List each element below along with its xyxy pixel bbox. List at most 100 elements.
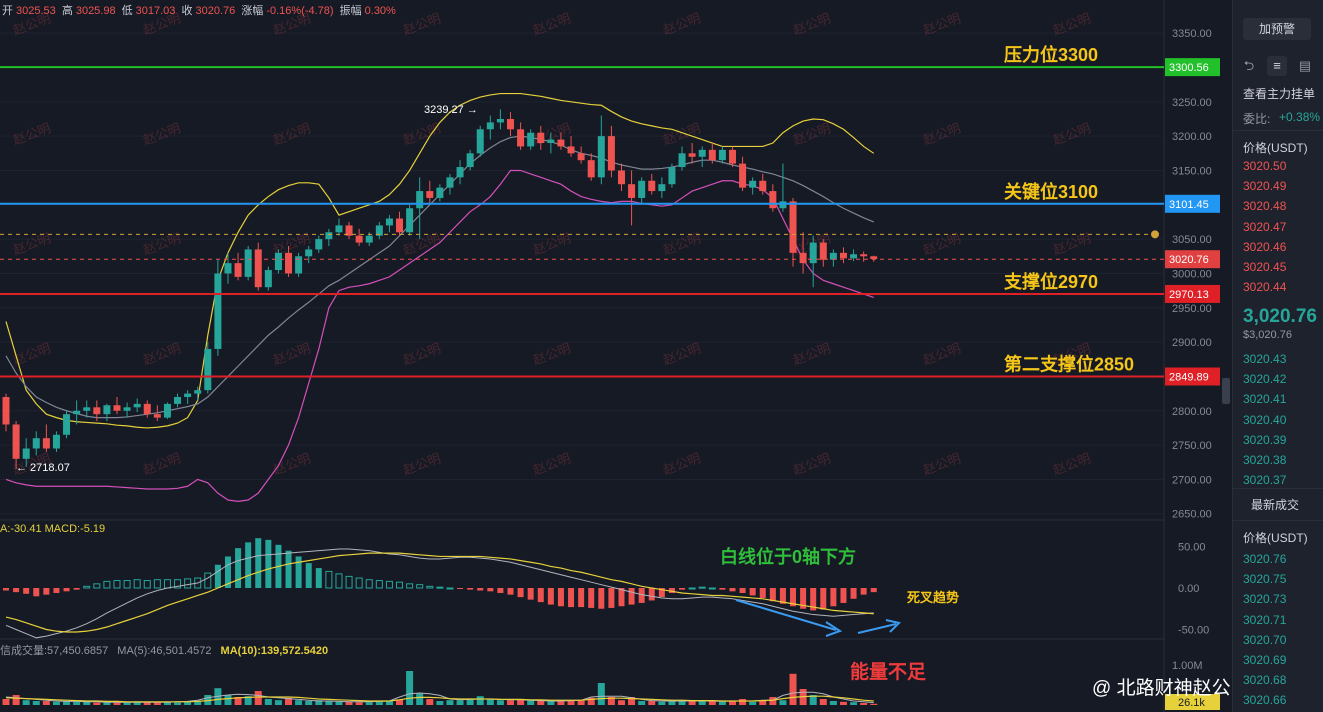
candle-body [749,180,757,188]
volume-bar [254,691,262,705]
chart-area[interactable]: 3350.003300.003250.003200.003150.003100.… [0,0,1250,712]
volume-bar [174,702,182,705]
candle-body [274,252,282,271]
trade-price[interactable]: 3020.75 [1243,572,1287,587]
add-alert-button[interactable]: 加预警 [1243,18,1311,40]
volume-bar [133,701,141,705]
macd-bar [790,588,797,607]
trade-price[interactable]: 3020.70 [1243,632,1287,647]
volume-bar [749,701,757,705]
macd-bar [13,588,20,593]
volume-bar [597,683,605,705]
grid-view-icon[interactable]: ▤ [1298,58,1312,73]
macd-bar [578,588,585,608]
macd-bar [547,588,554,605]
watermark-text: 赵公明 [401,340,443,367]
volume-bar [617,700,625,705]
macd-tick-label: 0.00 [1178,583,1199,595]
macd-bar [759,588,766,598]
current-price-tag [1165,250,1220,269]
candle-body [103,405,111,415]
ma5-label: MA(5):46,501.4572 [117,645,212,657]
candle-body [375,225,383,236]
candle-body [73,410,81,415]
macd-bar [507,588,514,595]
volume-bar [345,701,353,705]
candle-body [678,153,686,168]
ask-price[interactable]: 3020.47 [1243,219,1287,234]
volume-labels: 信成交量:57,450.6857 MA(5):46,501.4572 MA(10… [0,642,328,658]
ask-price[interactable]: 3020.50 [1243,159,1287,173]
trade-price[interactable]: 3020.73 [1243,592,1287,607]
main-orders-link[interactable]: 查看主力挂单 [1243,87,1316,101]
watermark-text: 赵公明 [921,450,963,477]
trade-price[interactable]: 3020.71 [1243,612,1287,627]
list-view-icon[interactable]: ≡ [1267,56,1287,76]
volume-bar [426,699,434,705]
macd-bar [113,580,121,589]
volume-bar [315,700,323,705]
volume-bar [860,703,868,705]
trade-price[interactable]: 3020.66 [1243,693,1287,708]
macd-bar [93,583,101,589]
divider [1233,520,1323,521]
level-tag-text: 2849.89 [1169,372,1209,384]
price-chart[interactable]: 3350.003300.003250.003200.003150.003100.… [0,0,1232,712]
candle-body [799,252,807,264]
price-scale-handle[interactable] [1222,378,1230,404]
divider [1233,130,1323,131]
macd-bar [658,588,665,598]
macd-bar [568,588,575,608]
macd-bar [385,580,393,589]
level-tag-text: 2970.13 [1169,289,1209,301]
ma10-label: MA(10):139,572.5420 [220,645,329,657]
ask-price[interactable]: 3020.46 [1243,239,1287,254]
bid-price[interactable]: 3020.38 [1243,453,1287,467]
bid-price[interactable]: 3020.41 [1243,392,1287,407]
ask-price[interactable]: 3020.45 [1243,260,1287,274]
candle-body [496,118,504,123]
bid-price[interactable]: 3020.39 [1243,432,1287,447]
watermark-text: 赵公明 [531,340,573,367]
macd-bar [73,588,80,590]
macd-bar [23,588,30,594]
volume-bar [93,702,101,705]
watermark-text: 赵公明 [401,120,443,147]
candle-body [234,263,242,277]
volume-bar [2,699,10,705]
macd-bar [365,579,373,589]
bid-price[interactable]: 3020.43 [1243,352,1287,366]
watermark-text: 赵公明 [11,120,53,147]
price-tick-label: 3200.00 [1172,131,1212,143]
macd-bar [446,587,454,590]
macd-bar [224,556,231,588]
volume-bar [577,700,585,705]
candle-body [547,139,555,144]
candle-body [728,149,736,164]
watermark-text: 赵公明 [921,120,963,147]
bid-price[interactable]: 3020.37 [1243,473,1287,488]
volume-bar [103,702,111,705]
candle-body [416,191,424,209]
ask-price[interactable]: 3020.48 [1243,199,1287,214]
watermark-text: 赵公明 [661,10,703,37]
order-book-panel: 加预警 ⮌ ≡ ▤ 查看主力挂单 委比: +0.38% 价格(USDT) 3,0… [1232,0,1323,712]
volume-bar [496,700,504,705]
macd-bar [426,585,434,589]
volume-bar [436,701,444,705]
candle-body [396,218,404,233]
macd-bar [537,588,544,603]
bid-price[interactable]: 3020.42 [1243,372,1287,387]
candle-body [456,167,464,178]
trade-price[interactable]: 3020.68 [1243,673,1287,688]
trade-price[interactable]: 3020.69 [1243,653,1287,667]
ask-price[interactable]: 3020.49 [1243,179,1287,194]
trade-price[interactable]: 3020.76 [1243,552,1287,566]
macd-bar [53,588,60,593]
annotation-white-line: 白线位于0轴下方 [720,546,856,567]
bid-price[interactable]: 3020.40 [1243,412,1287,427]
back-icon[interactable]: ⮌ [1243,58,1255,73]
amplitude-label: 振幅 [339,5,362,17]
candle-body [63,414,71,435]
ask-price[interactable]: 3020.44 [1243,280,1287,295]
